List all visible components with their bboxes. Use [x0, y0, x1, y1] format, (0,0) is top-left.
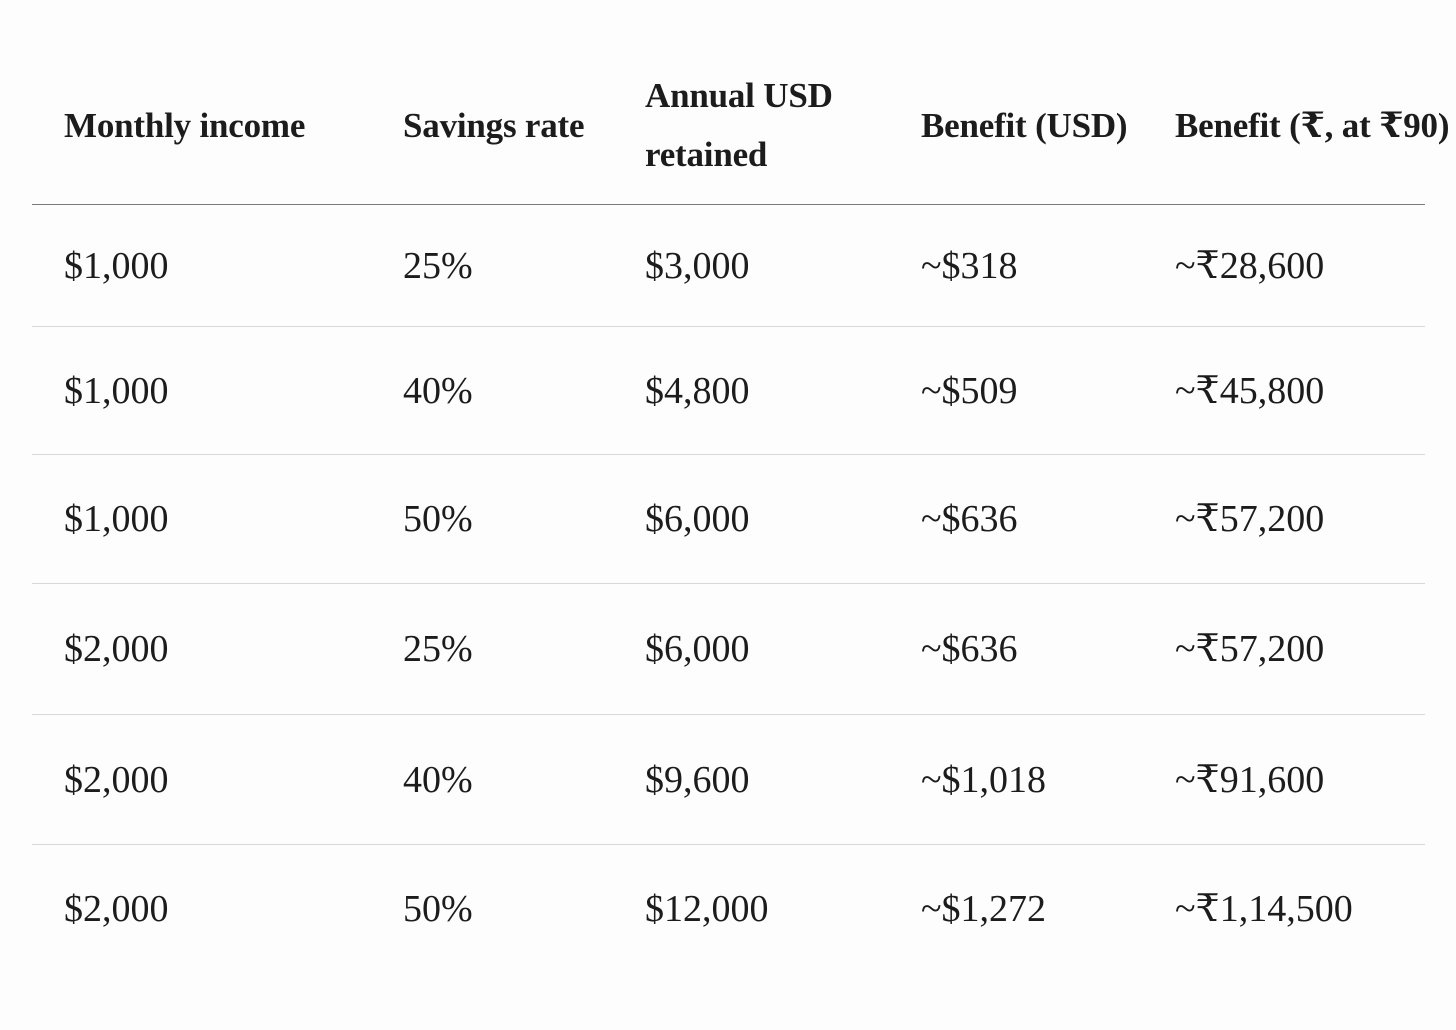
cell-benefit-inr: ~₹57,200 [1175, 628, 1325, 670]
cell-savings-rate: 40% [403, 369, 473, 412]
cell-annual-usd-retained: $6,000 [645, 498, 750, 540]
cell-benefit-inr: ~₹57,200 [1175, 498, 1325, 540]
table-row: $1,000 40% $4,800 ~$509 ~₹45,800 [32, 327, 1425, 455]
cell-savings-rate: 50% [403, 888, 473, 930]
cell-annual-usd-retained: $6,000 [645, 628, 750, 670]
table-row: $2,000 50% $12,000 ~$1,272 ~₹1,14,500 [32, 845, 1425, 973]
cell-benefit-inr: ~₹45,800 [1175, 369, 1325, 412]
table-header-row: Monthly income Savings rate Annual USD r… [32, 0, 1449, 205]
cell-benefit-inr: ~₹91,600 [1175, 758, 1325, 801]
cell-benefit-inr: ~₹28,600 [1175, 244, 1325, 287]
column-header-monthly-income: Monthly income [64, 106, 306, 145]
table-row: $1,000 25% $3,000 ~$318 ~₹28,600 [32, 205, 1425, 327]
cell-savings-rate: 25% [403, 628, 473, 670]
column-header-annual-usd-retained: Annual USD retained [645, 76, 833, 174]
cell-monthly-income: $2,000 [64, 888, 169, 930]
cell-savings-rate: 25% [403, 244, 473, 287]
cell-benefit-usd: ~$318 [921, 244, 1018, 287]
cell-annual-usd-retained: $4,800 [645, 369, 750, 412]
column-header-benefit-inr: Benefit (₹, at ₹90) [1175, 106, 1450, 145]
cell-annual-usd-retained: $12,000 [645, 888, 769, 930]
table-row: $2,000 25% $6,000 ~$636 ~₹57,200 [32, 584, 1425, 715]
cell-annual-usd-retained: $9,600 [645, 758, 750, 801]
table-row: $2,000 40% $9,600 ~$1,018 ~₹91,600 [32, 715, 1425, 845]
cell-monthly-income: $1,000 [64, 244, 169, 287]
cell-monthly-income: $2,000 [64, 628, 169, 670]
cell-savings-rate: 50% [403, 498, 473, 540]
cell-benefit-inr: ~₹1,14,500 [1175, 888, 1353, 930]
cell-monthly-income: $1,000 [64, 498, 169, 540]
cell-benefit-usd: ~$1,018 [921, 758, 1047, 801]
cell-monthly-income: $2,000 [64, 758, 169, 801]
cell-benefit-usd: ~$636 [921, 628, 1018, 670]
cell-benefit-usd: ~$509 [921, 369, 1018, 412]
cell-benefit-usd: ~$1,272 [921, 888, 1047, 930]
table-row: $1,000 50% $6,000 ~$636 ~₹57,200 [32, 455, 1425, 584]
cell-monthly-income: $1,000 [64, 369, 169, 412]
cell-savings-rate: 40% [403, 758, 473, 801]
column-header-savings-rate: Savings rate [403, 106, 585, 145]
column-header-benefit-usd: Benefit (USD) [921, 106, 1128, 145]
cell-annual-usd-retained: $3,000 [645, 244, 750, 287]
cell-benefit-usd: ~$636 [921, 498, 1018, 540]
data-table: Monthly income Savings rate Annual USD r… [32, 0, 1449, 973]
